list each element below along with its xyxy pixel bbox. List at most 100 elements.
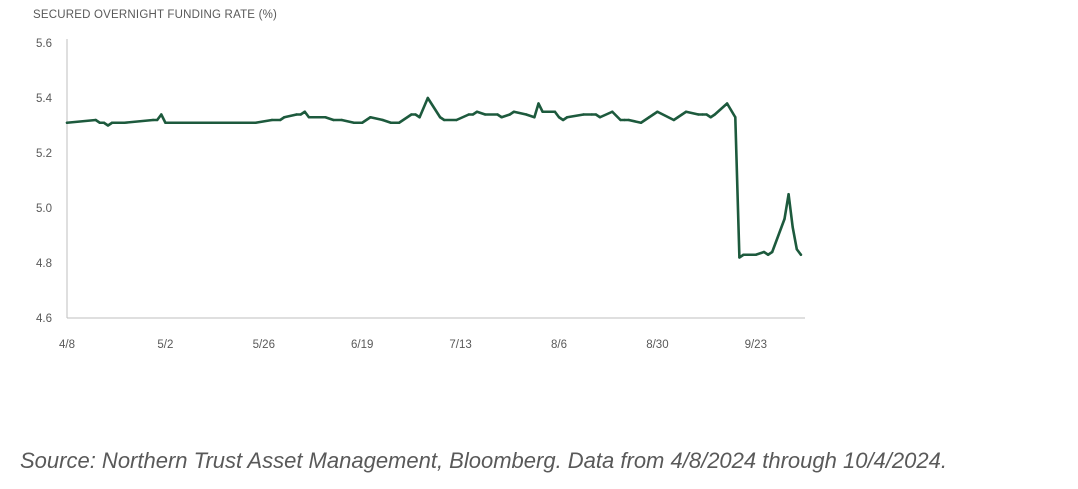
x-tick-label: 8/30 (646, 339, 668, 351)
data-point (791, 226, 794, 229)
series-group (65, 96, 803, 259)
data-point (725, 102, 729, 105)
chart-title: SECURED OVERNIGHT FUNDING RATE (%) (33, 9, 278, 21)
data-point (623, 118, 626, 122)
data-point (98, 121, 102, 124)
y-tick-label: 4.6 (36, 313, 52, 325)
y-tick-label: 5.2 (36, 148, 52, 160)
data-point (110, 121, 114, 124)
data-point (340, 118, 343, 122)
data-point (65, 121, 69, 124)
data-point (254, 121, 257, 124)
data-point (279, 118, 282, 122)
data-point (697, 113, 700, 116)
data-point (500, 116, 503, 119)
data-point (455, 118, 458, 122)
x-axis: 4/8 5/2 5/26 6/19 7/13 8/6 8/30 9/23 (59, 317, 805, 351)
data-point (742, 253, 745, 256)
data-point (656, 110, 659, 113)
data-point (734, 116, 737, 119)
data-point (270, 118, 274, 122)
data-point (180, 121, 183, 124)
sofr-series-line (65, 96, 803, 259)
data-point (648, 116, 651, 119)
data-point (766, 253, 770, 256)
data-point (303, 110, 306, 113)
data-point (680, 113, 684, 116)
data-point (283, 116, 286, 119)
data-point (369, 116, 372, 119)
data-point (553, 110, 557, 113)
data-point (771, 250, 774, 254)
y-tick-label: 5.6 (36, 38, 52, 50)
data-point (676, 116, 680, 119)
data-point (156, 118, 159, 122)
data-point (705, 113, 708, 116)
data-point (590, 113, 593, 116)
data-point (787, 193, 790, 196)
data-point (332, 118, 335, 122)
sofr-line-chart: 4.6 4.8 5.0 5.2 5.4 5.6 4/8 5/2 5/26 6/19 7/13 8/6… (36, 38, 805, 351)
x-tick-label: 4/8 (59, 339, 75, 351)
x-tick-label: 5/26 (253, 339, 275, 351)
x-tick-label: 8/6 (551, 339, 567, 351)
data-point (361, 121, 364, 124)
data-point (467, 113, 470, 116)
data-point (672, 118, 675, 122)
data-point (508, 113, 511, 116)
data-point (209, 121, 212, 124)
data-point (106, 124, 110, 127)
data-point (799, 253, 803, 256)
data-point (566, 116, 569, 119)
data-point (160, 113, 163, 116)
data-point (438, 116, 442, 119)
data-point (94, 118, 97, 122)
data-point (324, 116, 327, 119)
data-point (389, 121, 393, 124)
data-point (471, 113, 475, 116)
data-point (561, 118, 565, 122)
data-point (307, 116, 311, 119)
data-point (762, 250, 766, 254)
data-point (541, 110, 544, 113)
data-point (611, 110, 614, 113)
data-point (397, 121, 401, 124)
data-point (102, 121, 106, 124)
data-point (709, 116, 712, 119)
data-point (512, 110, 516, 113)
data-point (381, 118, 384, 122)
data-point (238, 121, 241, 124)
data-point (754, 253, 757, 256)
data-point (738, 256, 741, 259)
data-point (619, 118, 622, 122)
y-tick-label: 5.0 (36, 203, 52, 215)
y-tick-label: 4.8 (36, 258, 52, 270)
x-tick-label: 6/19 (351, 339, 373, 351)
data-point (783, 217, 786, 221)
sofr-series-points (65, 96, 803, 259)
data-point (557, 116, 561, 119)
y-tick-label: 5.4 (36, 93, 53, 105)
source-note: Source: Northern Trust Asset Management,… (20, 448, 947, 473)
data-point (652, 113, 655, 116)
data-point (295, 113, 298, 116)
x-tick-label: 5/2 (157, 339, 173, 351)
x-tick-label: 9/23 (745, 339, 767, 351)
data-point (299, 113, 302, 116)
data-point (701, 113, 704, 116)
data-point (496, 113, 499, 116)
data-point (484, 113, 487, 116)
data-point (352, 121, 356, 124)
data-point (414, 113, 417, 116)
data-point (713, 113, 716, 116)
data-point (123, 121, 126, 124)
data-point (418, 116, 421, 119)
data-point (525, 113, 528, 116)
data-point (627, 118, 630, 122)
x-tick-label: 7/13 (449, 339, 471, 351)
data-point (684, 110, 688, 113)
data-point (533, 116, 536, 119)
y-axis: 4.6 4.8 5.0 5.2 5.4 5.6 (36, 38, 68, 325)
data-point (410, 113, 413, 116)
data-point (443, 118, 446, 122)
